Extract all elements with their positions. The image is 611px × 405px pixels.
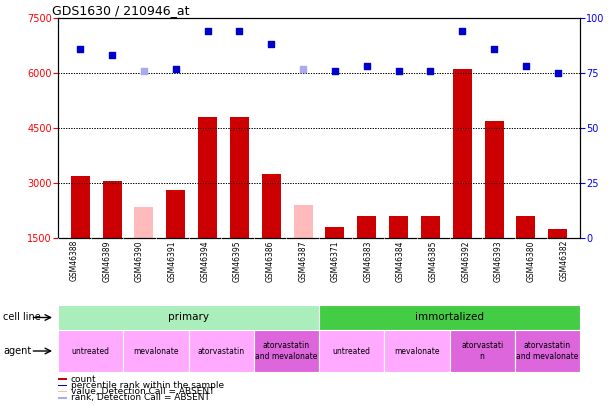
Bar xyxy=(319,330,384,372)
Text: GSM46386: GSM46386 xyxy=(266,240,274,281)
Text: count: count xyxy=(71,375,97,384)
Bar xyxy=(516,216,535,238)
Point xyxy=(266,41,276,48)
Text: GSM46384: GSM46384 xyxy=(396,240,405,281)
Bar xyxy=(134,207,153,238)
Point xyxy=(425,68,435,74)
Text: GSM46371: GSM46371 xyxy=(331,240,340,281)
Text: GSM46388: GSM46388 xyxy=(70,240,79,281)
Point xyxy=(489,45,499,52)
Bar xyxy=(123,330,189,372)
Point xyxy=(362,63,371,70)
Text: atorvastatin
and mevalonate: atorvastatin and mevalonate xyxy=(516,341,579,361)
Bar xyxy=(254,330,319,372)
Text: GSM46391: GSM46391 xyxy=(167,240,177,281)
Text: GSM46385: GSM46385 xyxy=(429,240,437,281)
Text: GSM46389: GSM46389 xyxy=(103,240,111,281)
Text: atorvastatin
and mevalonate: atorvastatin and mevalonate xyxy=(255,341,318,361)
Text: value, Detection Call = ABSENT: value, Detection Call = ABSENT xyxy=(71,387,214,396)
Bar xyxy=(453,69,472,238)
Point xyxy=(203,28,213,34)
Bar xyxy=(58,378,67,380)
Text: GDS1630 / 210946_at: GDS1630 / 210946_at xyxy=(52,4,189,17)
Point xyxy=(458,28,467,34)
Text: GSM46392: GSM46392 xyxy=(461,240,470,281)
Point xyxy=(171,65,181,72)
Bar xyxy=(319,305,580,330)
Bar xyxy=(357,216,376,238)
Text: GSM46380: GSM46380 xyxy=(527,240,536,281)
Bar xyxy=(485,121,503,238)
Point xyxy=(139,68,149,74)
Bar xyxy=(198,117,217,238)
Bar xyxy=(548,229,567,238)
Bar xyxy=(166,190,185,238)
Bar xyxy=(189,330,254,372)
Bar xyxy=(58,305,319,330)
Text: GSM46390: GSM46390 xyxy=(135,240,144,281)
Text: GSM46394: GSM46394 xyxy=(200,240,210,281)
Bar xyxy=(230,117,249,238)
Bar xyxy=(326,227,345,238)
Point xyxy=(393,68,403,74)
Text: GSM46387: GSM46387 xyxy=(298,240,307,281)
Text: mevalonate: mevalonate xyxy=(133,347,178,356)
Point xyxy=(330,68,340,74)
Text: untreated: untreated xyxy=(332,347,371,356)
Text: rank, Detection Call = ABSENT: rank, Detection Call = ABSENT xyxy=(71,393,210,402)
Text: primary: primary xyxy=(168,313,209,322)
Bar xyxy=(58,397,67,399)
Text: atorvastati
n: atorvastati n xyxy=(461,341,503,361)
Bar xyxy=(58,385,67,386)
Point xyxy=(553,70,563,76)
Bar xyxy=(58,391,67,392)
Bar xyxy=(262,174,281,238)
Point xyxy=(298,65,308,72)
Text: untreated: untreated xyxy=(71,347,109,356)
Text: atorvastatin: atorvastatin xyxy=(197,347,244,356)
Text: agent: agent xyxy=(3,346,31,356)
Point xyxy=(521,63,531,70)
Text: immortalized: immortalized xyxy=(415,313,484,322)
Bar xyxy=(384,330,450,372)
Bar xyxy=(450,330,514,372)
Point xyxy=(107,52,117,59)
Text: GSM46383: GSM46383 xyxy=(364,240,373,281)
Text: GSM46393: GSM46393 xyxy=(494,240,503,281)
Bar xyxy=(421,216,440,238)
Text: GSM46395: GSM46395 xyxy=(233,240,242,281)
Text: percentile rank within the sample: percentile rank within the sample xyxy=(71,381,224,390)
Text: GSM46382: GSM46382 xyxy=(559,240,568,281)
Bar xyxy=(514,330,580,372)
Bar xyxy=(103,181,122,238)
Bar xyxy=(71,176,90,238)
Bar xyxy=(58,330,123,372)
Point xyxy=(75,45,85,52)
Bar xyxy=(293,205,313,238)
Text: cell line: cell line xyxy=(3,313,41,322)
Text: mevalonate: mevalonate xyxy=(394,347,440,356)
Point xyxy=(235,28,244,34)
Bar xyxy=(389,216,408,238)
